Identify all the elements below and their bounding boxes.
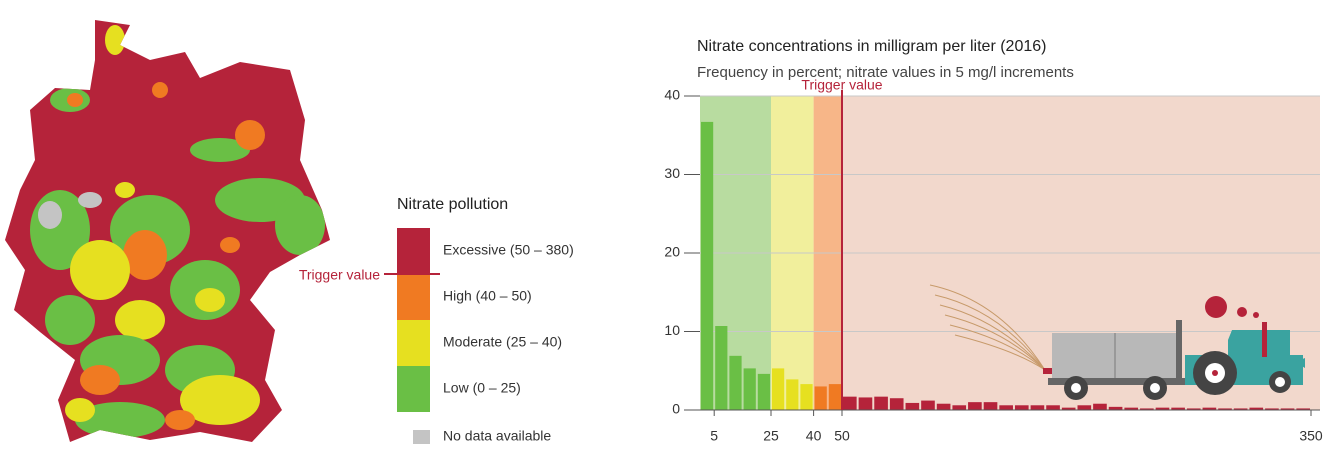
x-tick-label: 25 [763, 428, 779, 444]
legend-title: Nitrate pollution [397, 196, 508, 213]
histogram-bar [729, 356, 741, 410]
histogram-bar [715, 326, 727, 410]
x-tick-label: 5 [710, 428, 718, 444]
histogram-bar [815, 386, 827, 410]
y-tick-label: 20 [664, 244, 680, 260]
x-tick-label: 40 [806, 428, 822, 444]
legend-label: High (40 – 50) [443, 288, 532, 304]
histogram-bar [984, 402, 998, 410]
y-tick-label: 10 [664, 322, 680, 338]
legend-swatch [397, 228, 430, 274]
histogram-bar [937, 404, 951, 410]
histogram-bar [1078, 405, 1092, 410]
histogram-bar [952, 405, 966, 410]
y-tick-label: 0 [672, 401, 680, 417]
histogram-bar [758, 374, 770, 410]
legend-label: No data available [443, 428, 551, 444]
legend-swatch [397, 366, 430, 412]
histogram-bar [921, 401, 935, 410]
histogram-bar [890, 398, 904, 410]
y-tick-label: 40 [664, 87, 680, 103]
histogram-bar [874, 397, 888, 410]
histogram-bar [843, 397, 857, 410]
legend-trigger-label: Trigger value [299, 267, 380, 283]
trigger-label: Trigger value [801, 77, 882, 93]
histogram-bar [1015, 405, 1029, 410]
histogram-bar [744, 368, 756, 410]
chart-subtitle: Frequency in percent; nitrate values in … [697, 64, 1074, 81]
histogram-bar [906, 403, 920, 410]
y-tick-label: 30 [664, 165, 680, 181]
chart-title: Nitrate concentrations in milligram per … [697, 38, 1046, 55]
histogram-bar [1046, 405, 1060, 410]
legend-swatch [413, 430, 430, 444]
x-tick-label: 50 [834, 428, 850, 444]
x-tick-label: 350 [1299, 428, 1323, 444]
histogram-bar [859, 397, 873, 410]
legend-label: Moderate (25 – 40) [443, 334, 562, 350]
histogram-bar [829, 384, 841, 410]
page: Nitrate concentrations in milligram per … [0, 0, 1333, 450]
histogram-bar [800, 384, 812, 410]
histogram-bar [772, 368, 784, 410]
histogram-bar [1031, 405, 1045, 410]
legend-swatch [397, 274, 430, 320]
legend-label: Low (0 – 25) [443, 380, 521, 396]
germany-map [0, 0, 340, 450]
legend-swatch [397, 320, 430, 366]
histogram-bar [786, 379, 798, 410]
legend-label: Excessive (50 – 380) [443, 242, 574, 258]
histogram-bar [968, 402, 982, 410]
histogram-bar [999, 405, 1013, 410]
histogram-bar [1093, 404, 1107, 410]
histogram-bar [701, 122, 713, 410]
